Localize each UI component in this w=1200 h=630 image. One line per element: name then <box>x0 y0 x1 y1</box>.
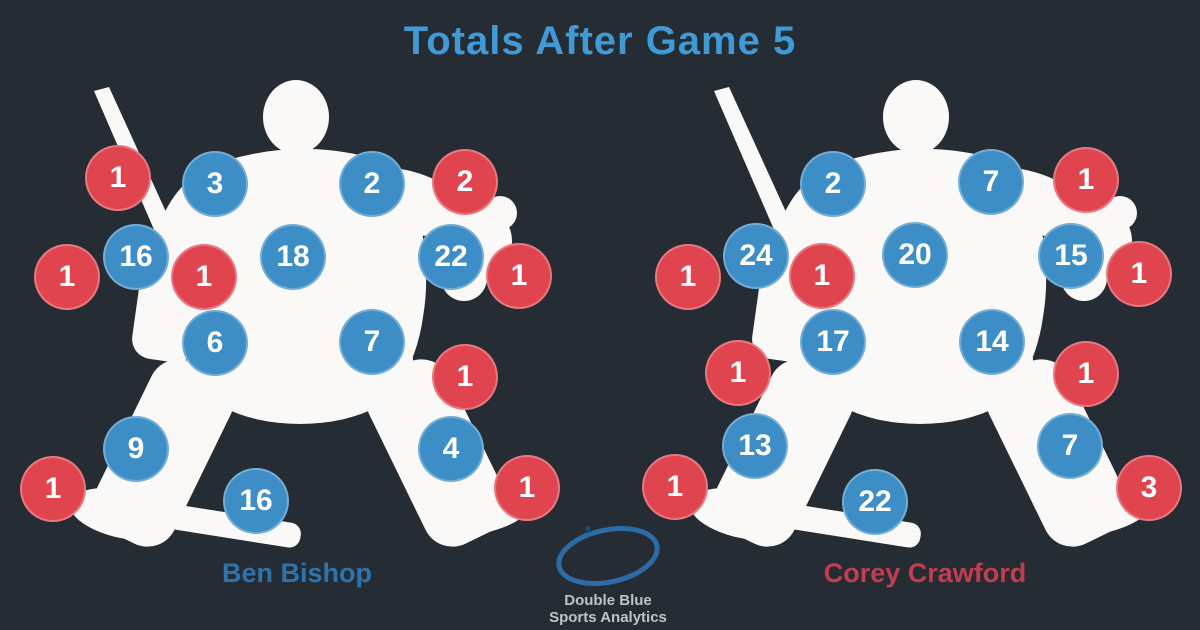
logo-goalie-icon <box>556 518 660 586</box>
shot-marker: 1 <box>642 454 708 520</box>
shot-marker: 1 <box>494 455 560 521</box>
shot-marker: 1 <box>432 344 498 410</box>
shot-marker: 1 <box>20 456 86 522</box>
shot-marker: 9 <box>103 416 169 482</box>
shot-marker: 1 <box>85 145 151 211</box>
shot-marker: 1 <box>486 243 552 309</box>
shot-marker: 2 <box>800 151 866 217</box>
shot-marker: 16 <box>223 468 289 534</box>
shot-marker: 2 <box>432 149 498 215</box>
shot-marker: 22 <box>418 224 484 290</box>
shot-marker: 20 <box>882 222 948 288</box>
shot-marker: 1 <box>655 244 721 310</box>
shot-marker: 7 <box>958 149 1024 215</box>
shot-marker: 3 <box>182 151 248 217</box>
logo-text-line1: Double Blue <box>564 592 652 609</box>
shot-marker: 1 <box>1053 147 1119 213</box>
brand-logo: Double Blue Sports Analytics <box>528 518 688 626</box>
shot-marker: 1 <box>1053 341 1119 407</box>
goalie-name-right: Corey Crawford <box>823 558 1027 588</box>
shot-marker: 1 <box>34 244 100 310</box>
shot-marker: 7 <box>339 309 405 375</box>
shot-marker: 1 <box>705 340 771 406</box>
shot-marker: 24 <box>723 223 789 289</box>
shot-marker: 3 <box>1116 455 1182 521</box>
goalie-name-left: Ben Bishop <box>221 558 372 588</box>
shot-marker: 2 <box>339 151 405 217</box>
goalie-silhouette-icon-right <box>670 65 1170 565</box>
goalie-silhouette-icon-left <box>50 65 550 565</box>
shot-marker: 4 <box>418 416 484 482</box>
shot-marker: 14 <box>959 309 1025 375</box>
shot-marker: 15 <box>1038 223 1104 289</box>
shot-marker: 7 <box>1037 413 1103 479</box>
shot-marker: 17 <box>800 309 866 375</box>
shot-marker: 1 <box>1106 241 1172 307</box>
shot-marker: 1 <box>789 243 855 309</box>
shot-marker: 13 <box>722 413 788 479</box>
shot-marker: 18 <box>260 224 326 290</box>
page-title: Totals After Game 5 <box>403 19 797 63</box>
shot-marker: 22 <box>842 469 908 535</box>
shot-marker: 6 <box>182 310 248 376</box>
logo-text-line2: Sports Analytics <box>549 609 667 626</box>
shot-marker: 16 <box>103 224 169 290</box>
shot-marker: 1 <box>171 244 237 310</box>
